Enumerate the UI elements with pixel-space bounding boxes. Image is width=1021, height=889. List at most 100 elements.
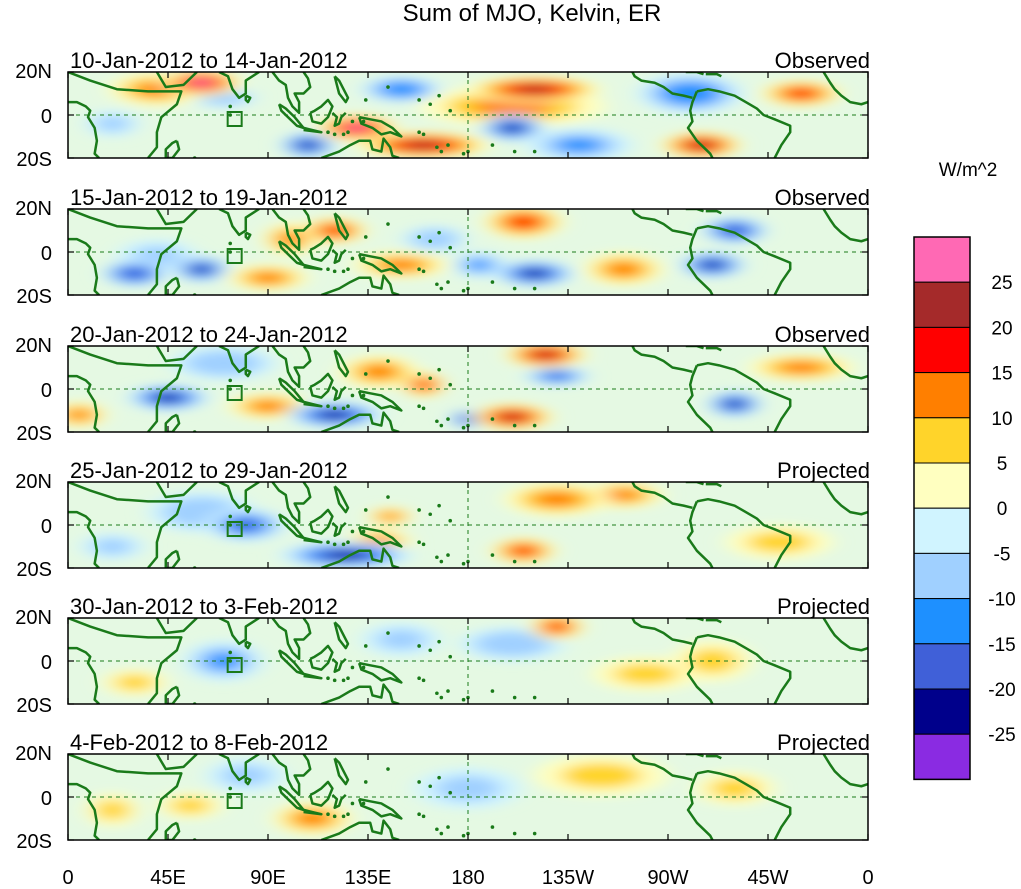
island (346, 130, 350, 134)
anomaly-contour (200, 355, 247, 371)
coastline (164, 549, 181, 568)
colorbar-swatch (913, 688, 971, 735)
island (448, 654, 453, 659)
anomaly-contour (420, 233, 449, 245)
island (228, 241, 233, 246)
coastline (320, 683, 400, 704)
coastline (277, 103, 305, 130)
island (361, 256, 366, 261)
coastline (271, 754, 312, 797)
island (439, 831, 444, 836)
island (437, 775, 441, 780)
island (350, 665, 355, 670)
island (363, 372, 368, 376)
coastline (696, 361, 792, 432)
island (512, 149, 517, 154)
coastline (822, 209, 868, 243)
anomaly-contour (405, 141, 442, 149)
coastline (271, 618, 312, 661)
colorbar-swatch (913, 733, 971, 780)
coastlines (68, 482, 868, 568)
island (417, 404, 421, 409)
coastline (68, 72, 183, 158)
coastline (320, 819, 400, 840)
anomaly-contour (788, 88, 815, 99)
panel-status: Observed (775, 322, 870, 347)
coastline (685, 618, 704, 622)
island (437, 639, 441, 644)
anomaly-contour (93, 538, 132, 555)
coastline (155, 346, 198, 363)
island (326, 130, 330, 134)
coastline (696, 769, 792, 840)
island (439, 149, 444, 154)
island (461, 288, 466, 293)
island (466, 149, 470, 154)
lat-label: 20S (16, 831, 52, 853)
map-panel: 20N 0 20S 4-Feb-2012 to 8-Feb-2012 Projected (15, 730, 870, 853)
coastline (705, 754, 722, 760)
lat-label: 0 (41, 788, 52, 810)
island (448, 108, 453, 113)
island (428, 376, 433, 381)
map-panel: 20N 0 20S 25-Jan-2012 to 29-Jan-2012 Project… (15, 458, 870, 581)
coastline (164, 821, 181, 840)
coastline (331, 385, 347, 401)
colorbar-swatch (913, 417, 971, 464)
coastline (685, 72, 704, 76)
island (350, 256, 355, 261)
colorbar-tick-label: 20 (991, 318, 1012, 339)
island (332, 678, 337, 683)
region-box (226, 657, 243, 673)
island (386, 767, 390, 771)
anomaly-contour (556, 137, 602, 153)
island (532, 149, 537, 154)
lon-label: 90W (647, 867, 688, 889)
lat-label: 0 (41, 380, 52, 402)
coastline (331, 657, 347, 673)
colorbar-swatch (913, 281, 971, 328)
anomaly-contour (606, 489, 641, 501)
coastline (218, 618, 260, 646)
lat-label: 20S (16, 423, 52, 445)
island (490, 553, 495, 557)
island (446, 143, 450, 147)
island (326, 267, 330, 272)
island (361, 119, 366, 124)
anomaly-contour (778, 361, 825, 374)
map-panel: 20N 0 20S 15-Jan-2012 to 19-Jan-2012 Observe… (15, 185, 870, 308)
panel-date-range: 4-Feb-2012 to 8-Feb-2012 (70, 730, 328, 755)
coastline (333, 212, 350, 241)
coastline (271, 72, 312, 115)
island (532, 559, 537, 564)
coastline (705, 482, 722, 488)
region-box (226, 111, 243, 127)
coastline (303, 263, 323, 271)
colorbar-tick-label: 0 (997, 499, 1008, 520)
anomaly-contour (613, 663, 678, 685)
island (228, 786, 233, 791)
coastline (631, 754, 693, 782)
panel-date-range: 30-Jan-2012 to 3-Feb-2012 (70, 594, 338, 619)
panel-status: Projected (777, 730, 870, 755)
coastline (705, 72, 722, 78)
anomaly-contour (190, 78, 213, 87)
anomaly-contour (250, 400, 286, 413)
island (512, 559, 517, 564)
island (439, 423, 444, 428)
lon-label: 90E (250, 867, 286, 889)
colorbar-tick-label: 5 (997, 454, 1008, 475)
island (466, 559, 470, 564)
coastline (218, 72, 260, 100)
anomaly-contour (546, 372, 568, 380)
island (386, 495, 390, 499)
anomaly-field (68, 346, 868, 432)
coastline (244, 368, 252, 378)
anomaly-contour (115, 674, 154, 691)
coastline (357, 525, 403, 548)
anomaly-contour (561, 763, 642, 788)
coastlines (68, 618, 868, 704)
island (435, 419, 439, 424)
island (421, 132, 426, 137)
